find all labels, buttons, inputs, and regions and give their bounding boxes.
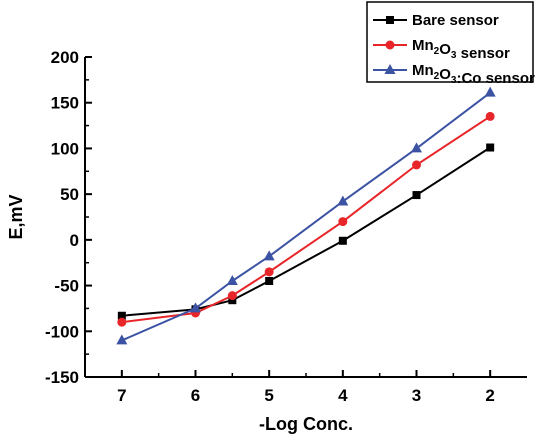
data-point	[265, 277, 274, 285]
series-group	[116, 86, 496, 345]
y-tick-label: 0	[70, 231, 79, 250]
y-tick-label: -50	[54, 277, 79, 296]
data-point	[411, 142, 422, 153]
data-point	[226, 275, 238, 285]
legend-item: Mn2O3:Co sensor	[373, 62, 535, 87]
x-tick-label: 4	[338, 386, 348, 405]
legend-box	[366, 1, 534, 83]
data-point	[228, 296, 237, 305]
data-point	[337, 195, 349, 206]
data-point	[412, 191, 421, 200]
legend-marker	[385, 40, 395, 50]
x-axis-label: -Log Conc.	[259, 414, 353, 434]
legend-item: Bare sensor	[373, 12, 499, 29]
legend-item: Mn2O3 sensor	[373, 37, 510, 62]
y-tick-label: 50	[60, 185, 79, 204]
data-point	[486, 143, 495, 152]
x-tick-label: 3	[412, 386, 421, 405]
data-point	[227, 291, 237, 301]
series-3	[116, 86, 496, 345]
series-2	[117, 111, 495, 327]
axes: -150 -100 -50 0 50 100 150 200 7 6 5 4 3 2	[45, 48, 527, 405]
data-point	[117, 317, 127, 327]
data-point	[263, 250, 275, 261]
data-point	[484, 86, 496, 97]
x-tick-label: 5	[264, 386, 273, 405]
y-axis-label: E,mV	[6, 194, 26, 239]
y-tick-label: 200	[51, 48, 79, 67]
data-point	[116, 334, 128, 345]
x-tick-label: 6	[191, 386, 200, 405]
series-line	[121, 115, 491, 324]
legend-label: Bare sensor	[412, 12, 499, 29]
data-point	[117, 311, 126, 320]
data-point	[412, 160, 421, 170]
legend-marker	[384, 64, 396, 74]
legend-label: Mn2O3:Co sensor	[412, 62, 535, 87]
y-tick-label: 100	[51, 139, 79, 158]
y-tick-label: -150	[45, 368, 79, 387]
y-tick-label: 150	[51, 94, 79, 113]
data-point	[338, 217, 348, 227]
x-tick-label: 2	[485, 386, 494, 405]
series-1	[117, 143, 495, 320]
legend-marker	[386, 16, 394, 24]
data-point	[190, 302, 201, 313]
legend-label: Mn2O3 sensor	[412, 37, 510, 62]
data-point	[338, 236, 347, 245]
series-line	[121, 91, 491, 342]
x-tick-label: 7	[117, 386, 126, 405]
series-line	[121, 146, 491, 317]
y-tick-label: -100	[45, 322, 79, 341]
data-point	[264, 267, 274, 277]
data-point	[485, 111, 495, 121]
